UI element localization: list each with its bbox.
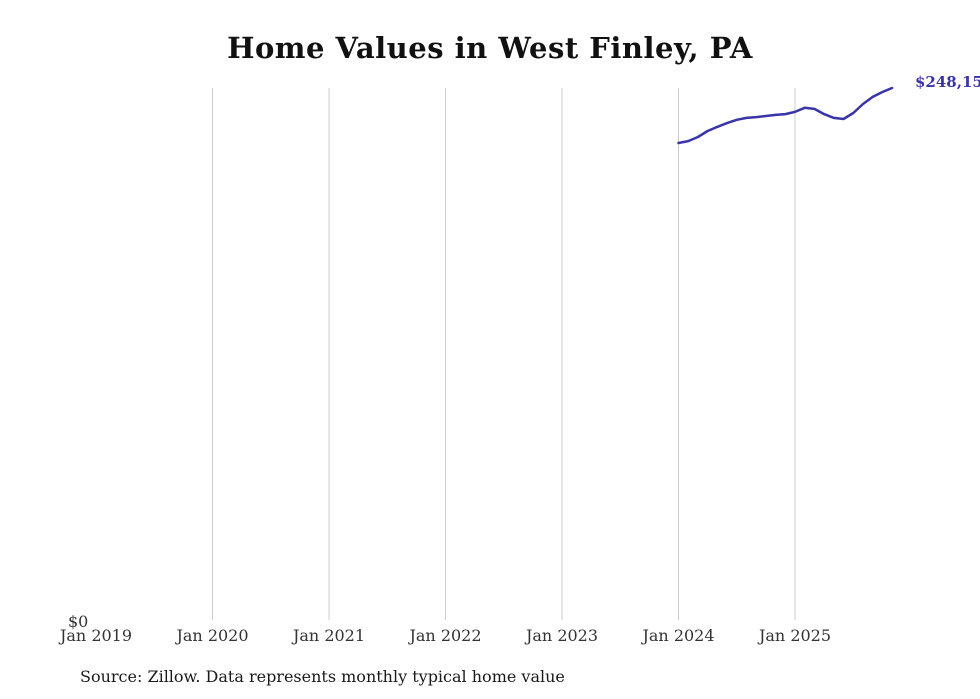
latest-value-label: $248,153 — [915, 73, 980, 91]
home-value-line — [677, 86, 894, 145]
chart-title: Home Values in West Finley, PA — [227, 31, 753, 65]
y-axis-zero-label: $0 — [68, 612, 89, 631]
source-note: Source: Zillow. Data represents monthly … — [80, 667, 565, 686]
